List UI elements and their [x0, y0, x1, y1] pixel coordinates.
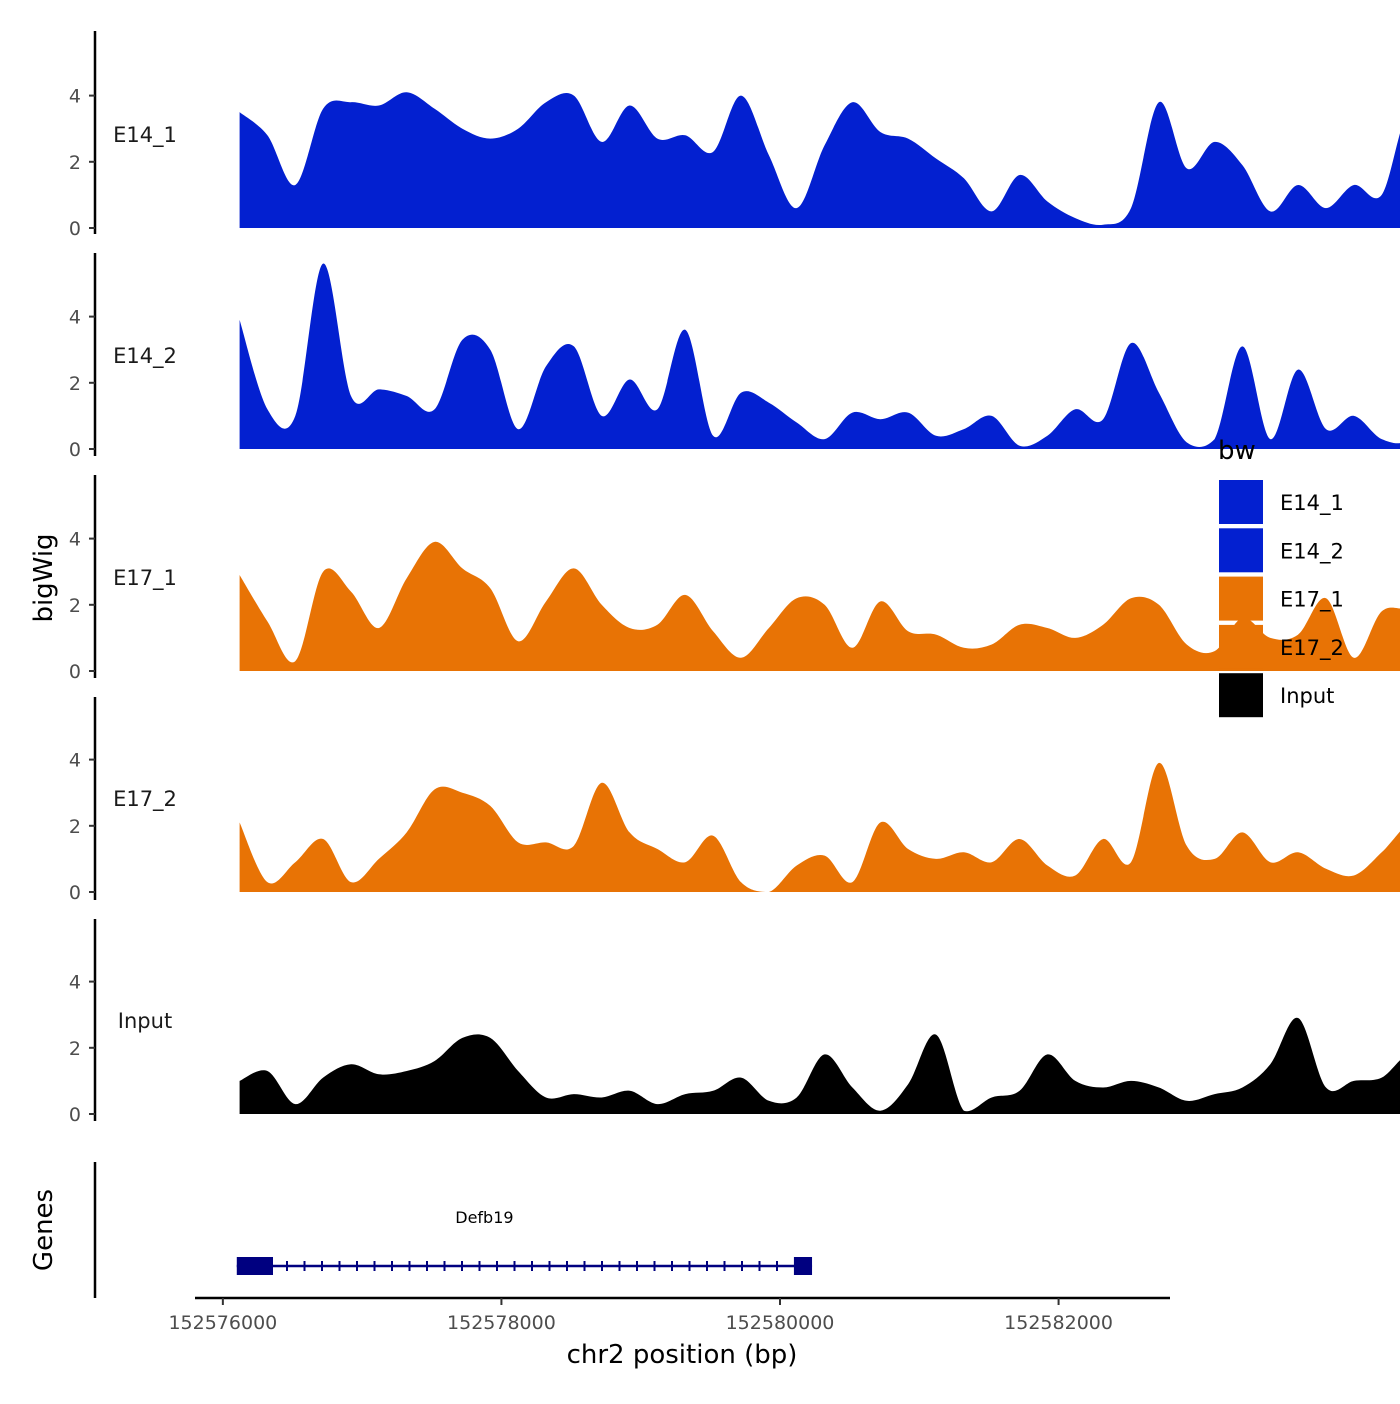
x-tick-label: 152578000 — [447, 1312, 556, 1334]
legend-key-input — [1219, 673, 1263, 718]
track-label: E17_1 — [113, 566, 177, 591]
y-tick-label: 4 — [69, 972, 81, 994]
x-tick-label: 152580000 — [726, 1312, 835, 1334]
track-label: E14_2 — [113, 344, 177, 369]
y-tick-label: 0 — [69, 661, 81, 683]
legend-key-e17-1 — [1219, 576, 1263, 621]
x-tick-label: 152576000 — [168, 1312, 277, 1334]
track-label: E17_2 — [113, 787, 177, 812]
y-tick-label: 0 — [69, 439, 81, 461]
x-tick-label: 152582000 — [1004, 1312, 1113, 1334]
gene-panel: Defb19 — [93, 1162, 813, 1298]
y-tick-label: 4 — [69, 86, 81, 108]
gene-label: Defb19 — [455, 1208, 513, 1227]
legend-title: bw — [1218, 436, 1256, 466]
track-e17-2: 0 2 4 E17_2 — [69, 697, 1400, 904]
legend-key-e14-2 — [1219, 528, 1263, 573]
x-axis: 152576000 152578000 152580000 152582000 — [168, 1296, 1170, 1334]
signal-area-e14-2 — [239, 263, 1400, 449]
legend-label: E14_1 — [1280, 491, 1344, 516]
track-e17-1: 0 2 4 E17_1 — [69, 475, 1400, 683]
y-tick-label: 4 — [69, 307, 81, 329]
y-tick-label: 0 — [69, 218, 81, 240]
legend-label: Input — [1280, 684, 1334, 708]
legend-label: E17_2 — [1280, 636, 1344, 661]
legend-key-e14-1 — [1219, 480, 1263, 524]
legend-key-e17-2 — [1219, 624, 1263, 669]
y-tick-label: 4 — [69, 529, 81, 551]
signal-area-e14-1 — [239, 92, 1400, 228]
y-tick-label: 2 — [69, 816, 81, 838]
y-tick-label: 0 — [69, 882, 81, 904]
y-tick-label: 0 — [69, 1104, 81, 1126]
x-axis-title: chr2 position (bp) — [567, 1340, 798, 1370]
signal-area-e17-2 — [239, 762, 1400, 892]
signal-tracks: 0 2 4 E14_1 0 2 4 E14_2 0 2 4 E17_1 0 2 4 E17_2 0 2 4 Input — [69, 31, 1400, 1126]
legend: bw E14_1 E14_2 E17_1 E17_2 Input — [1218, 436, 1344, 718]
genes-axis-title: Genes — [29, 1189, 59, 1271]
y-tick-label: 2 — [69, 373, 81, 395]
gene-exon — [793, 1257, 813, 1275]
y-axis-title: bigWig — [29, 533, 59, 622]
y-tick-label: 2 — [69, 152, 81, 174]
track-e14-2: 0 2 4 E14_2 — [69, 253, 1400, 461]
gene-exon — [236, 1257, 273, 1275]
track-e14-1: 0 2 4 E14_1 — [69, 31, 1400, 240]
y-tick-label: 2 — [69, 1038, 81, 1060]
signal-area-input — [239, 1017, 1400, 1114]
legend-label: E14_2 — [1280, 539, 1344, 564]
y-tick-label: 4 — [69, 750, 81, 772]
track-label: E14_1 — [113, 123, 177, 148]
track-label: Input — [118, 1009, 172, 1033]
signal-area-e17-1 — [239, 541, 1400, 671]
legend-label: E17_1 — [1280, 588, 1344, 613]
track-input: 0 2 4 Input — [69, 919, 1400, 1126]
y-tick-label: 2 — [69, 595, 81, 617]
